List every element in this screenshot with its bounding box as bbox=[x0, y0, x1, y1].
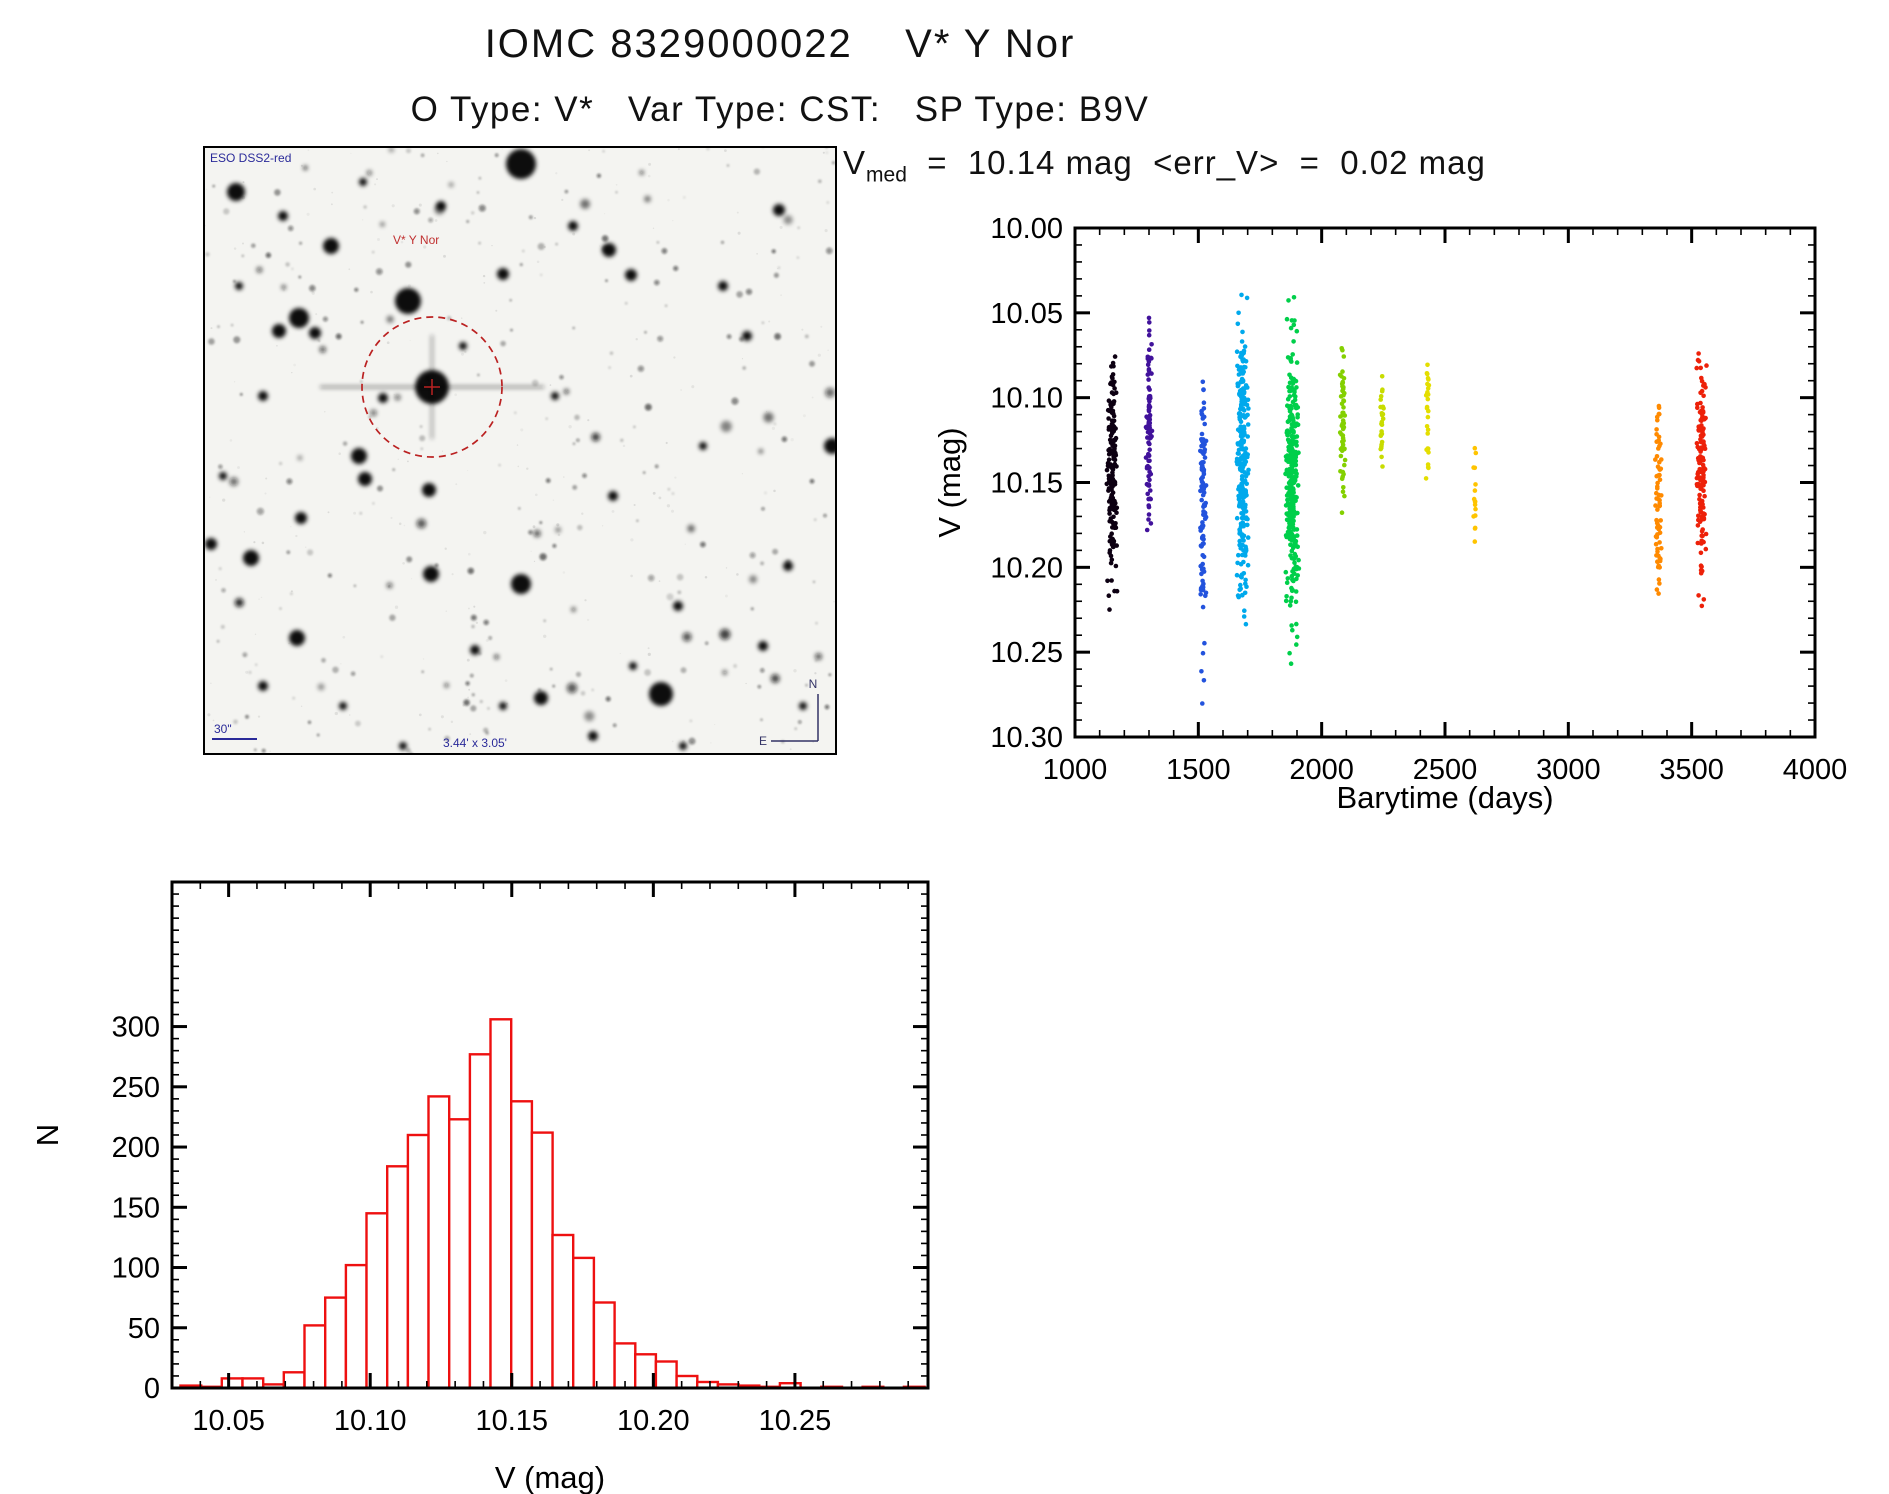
svg-text:30": 30" bbox=[214, 722, 232, 736]
svg-text:2500: 2500 bbox=[1413, 754, 1478, 786]
svg-text:10.05: 10.05 bbox=[990, 298, 1063, 330]
lightcurve-chart: 1000 1500 2000 2500 3000 3500 4000 10.00 10.05 10… bbox=[932, 213, 1848, 815]
svg-text:4000: 4000 bbox=[1783, 754, 1848, 786]
svg-text:100: 100 bbox=[112, 1253, 160, 1285]
svg-text:3.44' x 3.05': 3.44' x 3.05' bbox=[443, 736, 507, 750]
svg-text:Barytime (days): Barytime (days) bbox=[1336, 780, 1553, 815]
svg-text:10.10: 10.10 bbox=[990, 383, 1063, 415]
svg-text:10.05: 10.05 bbox=[192, 1405, 265, 1437]
svg-text:ESO DSS2-red: ESO DSS2-red bbox=[210, 151, 291, 165]
svg-text:250: 250 bbox=[112, 1072, 160, 1104]
svg-text:0: 0 bbox=[144, 1373, 160, 1405]
histogram-chart: 10.05 10.10 10.15 10.20 10.25 0 50 100 150 200 250… bbox=[30, 880, 930, 1494]
svg-text:1500: 1500 bbox=[1166, 754, 1231, 786]
svg-text:N: N bbox=[30, 1124, 65, 1146]
svg-text:10.25: 10.25 bbox=[759, 1405, 832, 1437]
svg-text:3000: 3000 bbox=[1536, 754, 1601, 786]
svg-text:1000: 1000 bbox=[1043, 754, 1108, 786]
svg-text:N: N bbox=[809, 677, 818, 691]
svg-text:10.15: 10.15 bbox=[990, 468, 1063, 500]
svg-text:50: 50 bbox=[128, 1313, 160, 1345]
svg-text:V* Y Nor: V* Y Nor bbox=[393, 233, 439, 247]
svg-text:2000: 2000 bbox=[1289, 754, 1354, 786]
svg-text:300: 300 bbox=[112, 1012, 160, 1044]
vmed-subscript: med bbox=[866, 163, 907, 187]
page-subtitle: O Type: V* Var Type: CST: SP Type: B9V bbox=[410, 90, 1150, 129]
svg-text:10.20: 10.20 bbox=[617, 1405, 690, 1437]
svg-text:3500: 3500 bbox=[1659, 754, 1724, 786]
page-title: IOMC 8329000022 V* Y Nor bbox=[484, 22, 1076, 66]
svg-text:10.10: 10.10 bbox=[334, 1405, 407, 1437]
svg-text:10.00: 10.00 bbox=[990, 213, 1063, 245]
svg-text:10.20: 10.20 bbox=[990, 552, 1063, 584]
svg-text:150: 150 bbox=[112, 1192, 160, 1224]
svg-text:10.25: 10.25 bbox=[990, 637, 1063, 669]
svg-text:E: E bbox=[759, 734, 767, 748]
svg-text:200: 200 bbox=[112, 1132, 160, 1164]
vmed-symbol: V bbox=[843, 144, 867, 181]
svg-text:10.30: 10.30 bbox=[990, 722, 1063, 754]
svg-text:V (mag): V (mag) bbox=[495, 1460, 605, 1494]
lightcurve-title: Vmed = 10.14 mag <err_V> = 0.02 mag bbox=[843, 144, 1486, 188]
finder-chart-image: ESO DSS2-red V* Y Nor 30" 3.44' x 3.05' N E bbox=[203, 146, 837, 755]
svg-text:10.15: 10.15 bbox=[475, 1405, 548, 1437]
vmed-value-text: = 10.14 mag <err_V> = 0.02 mag bbox=[906, 144, 1486, 181]
svg-text:V (mag): V (mag) bbox=[932, 427, 967, 537]
